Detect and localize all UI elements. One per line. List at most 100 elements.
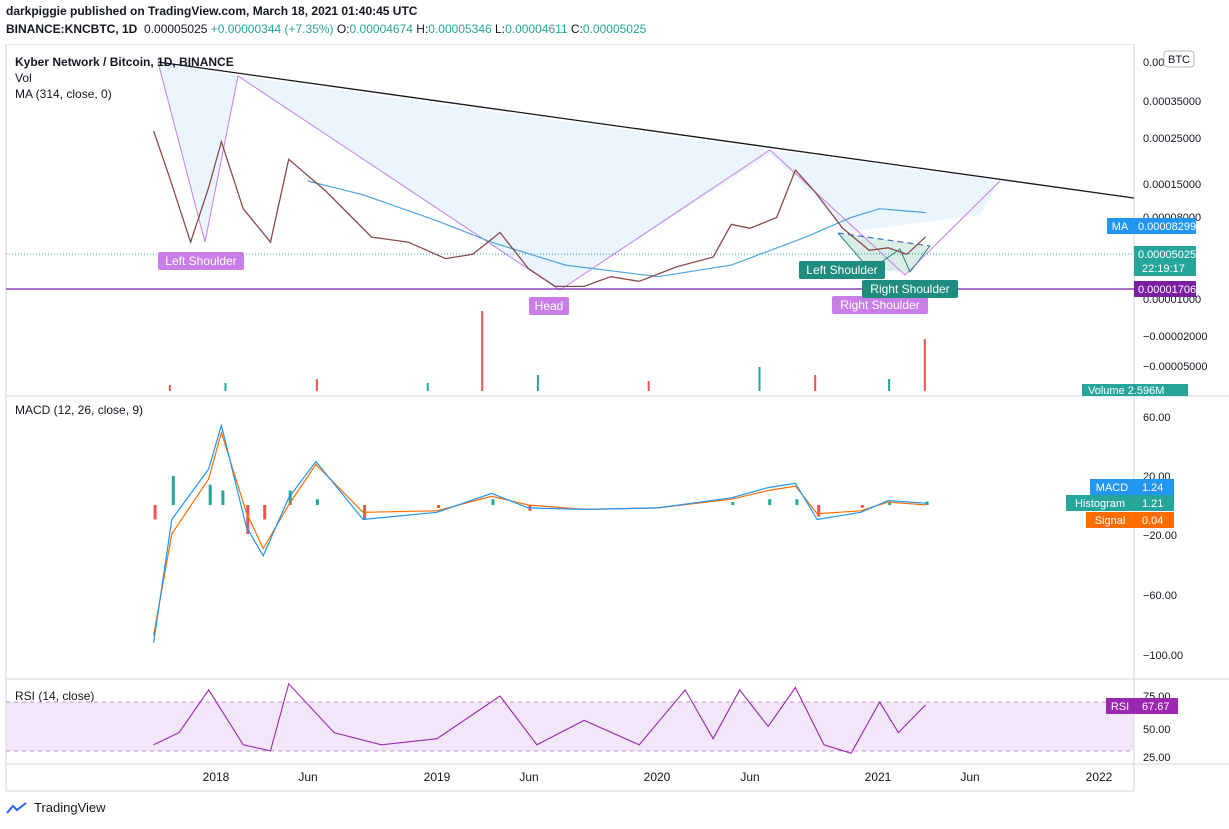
- footer-brand[interactable]: TradingView: [6, 800, 106, 815]
- annotation-left-shoulder-1[interactable]: Left Shoulder: [158, 252, 244, 270]
- resistance-trendline[interactable]: [157, 61, 1134, 199]
- chart-title: Kyber Network / Bitcoin, 1D, BINANCE: [15, 55, 234, 69]
- publisher-line: darkpiggie published on TradingView.com,…: [6, 4, 418, 18]
- histogram-badge: Histogram 1.21: [1066, 495, 1174, 511]
- chart-canvas[interactable]: Left Shoulder Head Right Shoulder Left S…: [0, 44, 1229, 794]
- vol-legend: Vol: [15, 71, 32, 85]
- macd-axis[interactable]: 60.00 20.00 −20.00 −60.00 −100.00: [1143, 412, 1183, 662]
- annotation-head[interactable]: Head: [529, 297, 569, 315]
- volume-bar: [224, 383, 227, 391]
- macd-tick: −60.00: [1143, 590, 1177, 602]
- rsi-tick: 50.00: [1143, 724, 1171, 736]
- volume-bar: [426, 383, 429, 391]
- annotation-left-shoulder-2[interactable]: Left Shoulder: [799, 261, 885, 279]
- rsi-line: [153, 682, 926, 754]
- inverse-hs-pattern-line[interactable]: [157, 61, 1001, 291]
- svg-text:67.67: 67.67: [1142, 701, 1170, 713]
- open-label: O:: [336, 22, 350, 36]
- svg-text:Left Shoulder: Left Shoulder: [806, 263, 877, 277]
- macd-histogram-bar: [437, 505, 440, 508]
- macd-histogram-bar: [491, 499, 495, 505]
- macd-tick: −100.00: [1143, 650, 1183, 662]
- ohlc-line: BINANCE:KNCBTC, 1D 0.00005025 +0.0000034…: [6, 22, 646, 36]
- macd-histogram-bar: [888, 502, 892, 505]
- volume-bar: [481, 311, 484, 391]
- svg-text:22:19:17: 22:19:17: [1142, 263, 1185, 275]
- macd-histogram-bar: [731, 502, 735, 505]
- neckline-dashed[interactable]: [837, 232, 931, 247]
- volume-bar: [536, 375, 539, 391]
- support-badge: 0.00001706: [1134, 281, 1196, 297]
- macd-histogram-bar: [246, 505, 250, 534]
- macd-tick: −20.00: [1143, 530, 1177, 542]
- annotation-right-shoulder-1[interactable]: Right Shoulder: [832, 296, 928, 314]
- price-series-line: [152, 130, 927, 288]
- high-value: 0.00005346: [428, 22, 492, 36]
- svg-text:Histogram: Histogram: [1075, 498, 1125, 510]
- inner-hs-pattern-line[interactable]: [837, 232, 931, 273]
- svg-text:1.21: 1.21: [1142, 498, 1163, 510]
- macd-line: [153, 422, 926, 643]
- rsi-band: [6, 702, 1134, 751]
- macd-legend: MACD (12, 26, close, 9): [15, 403, 143, 417]
- time-tick: Jun: [740, 770, 759, 784]
- time-tick: Jun: [960, 770, 979, 784]
- svg-text:Right Shoulder: Right Shoulder: [840, 298, 919, 312]
- price-tick: 0.00015000: [1143, 179, 1201, 191]
- low-label: L:: [495, 22, 506, 36]
- macd-histogram-bar: [817, 505, 821, 517]
- volume-bar: [315, 379, 318, 391]
- annotation-right-shoulder-2[interactable]: Right Shoulder: [862, 280, 958, 298]
- volume-bar: [814, 375, 817, 391]
- ma-legend: MA (314, close, 0): [15, 87, 112, 101]
- time-tick: 2021: [865, 770, 892, 784]
- rsi-legend: RSI (14, close): [15, 689, 94, 703]
- svg-text:Volume 2.596M: Volume 2.596M: [1088, 385, 1164, 397]
- rsi-badge: RSI 67.67: [1106, 698, 1178, 714]
- macd-histogram-bar: [795, 499, 799, 505]
- price-change: +0.00000344 (+7.35%): [210, 22, 334, 36]
- svg-text:RSI: RSI: [1111, 701, 1129, 713]
- volume-bar: [168, 385, 171, 391]
- svg-text:BTC: BTC: [1168, 54, 1190, 66]
- time-tick: 2019: [424, 770, 451, 784]
- macd-histogram-bar: [925, 501, 929, 505]
- low-value: 0.00004611: [505, 22, 568, 36]
- time-tick: 2022: [1086, 770, 1113, 784]
- time-axis[interactable]: 2018 Jun 2019 Jun 2020 Jun 2021 Jun 2022: [203, 770, 1113, 784]
- svg-text:Left Shoulder: Left Shoulder: [165, 254, 236, 268]
- macd-histogram-bar: [315, 499, 319, 505]
- close-value: 0.00005025: [582, 22, 647, 36]
- time-tick: Jun: [519, 770, 538, 784]
- svg-text:Right Shoulder: Right Shoulder: [870, 282, 949, 296]
- last-price: 0.00005025: [144, 22, 208, 36]
- svg-text:0.00001706: 0.00001706: [1138, 284, 1196, 296]
- ma-badge: MA 0.00008299: [1107, 218, 1196, 234]
- macd-histogram-bar: [860, 505, 864, 508]
- svg-text:Signal: Signal: [1095, 515, 1126, 527]
- volume-bars: [168, 311, 926, 391]
- svg-text:0.04: 0.04: [1142, 515, 1163, 527]
- volume-bar: [888, 379, 891, 391]
- open-value: 0.00004674: [349, 22, 413, 36]
- currency-badge[interactable]: BTC: [1163, 50, 1195, 68]
- pattern-fill-blue: [158, 62, 1000, 290]
- macd-histogram-bar: [153, 505, 157, 520]
- macd-badge: MACD 1.24: [1090, 479, 1174, 495]
- time-tick: 2020: [644, 770, 671, 784]
- volume-bar: [923, 339, 926, 391]
- volume-bar: [758, 367, 761, 391]
- price-tick: −0.00005000: [1143, 361, 1208, 373]
- svg-text:Head: Head: [535, 299, 564, 313]
- price-axis[interactable]: 0.0005000 0.00035000 0.00025000 0.000150…: [1143, 57, 1208, 373]
- macd-histogram-bar: [768, 499, 772, 505]
- signal-line: [153, 430, 926, 636]
- last-price-badge: 0.00005025 22:19:17: [1134, 246, 1196, 276]
- time-tick: Jun: [298, 770, 317, 784]
- tradingview-logo-icon: [6, 801, 27, 814]
- price-tick: −0.00002000: [1143, 331, 1208, 343]
- macd-histogram-bar: [263, 505, 267, 520]
- svg-text:1.24: 1.24: [1142, 482, 1163, 494]
- price-tick: 0.00035000: [1143, 96, 1201, 108]
- high-label: H:: [416, 22, 429, 36]
